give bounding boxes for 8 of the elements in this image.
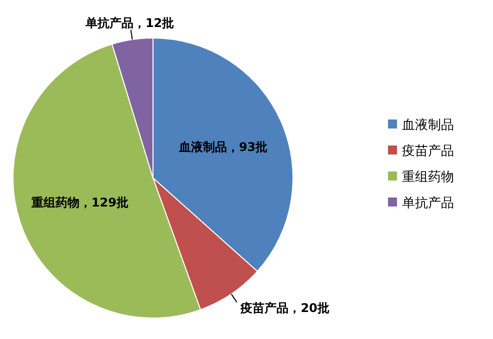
legend-label: 血液制品 (402, 118, 454, 134)
data-label: 血液制品，93批 (178, 140, 268, 154)
data-label: 疫苗产品，20批 (240, 301, 330, 316)
data-label: 重组药物，129批 (30, 196, 128, 210)
legend-label: 疫苗产品 (402, 144, 454, 160)
legend-label: 单抗产品 (402, 196, 454, 212)
legend-label: 重组药物 (402, 170, 454, 186)
data-label: 单抗产品，12批 (84, 16, 174, 30)
